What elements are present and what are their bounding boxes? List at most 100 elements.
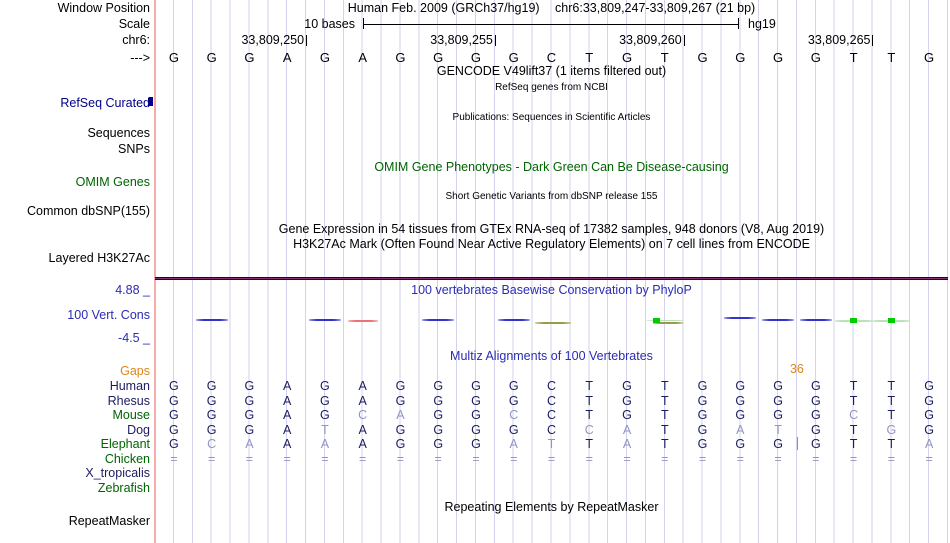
- sequence-base: G: [697, 50, 708, 65]
- sequence-base: G: [621, 50, 633, 65]
- alignment-base-dog: G: [886, 422, 897, 437]
- alignment-base-human: G: [206, 379, 217, 393]
- alignment-base-mouse: G: [169, 408, 179, 422]
- conservation-mark-lightgreen-band: [645, 319, 684, 321]
- track-label-elephant[interactable]: Elephant: [100, 437, 150, 451]
- alignment-base-rhesus: G: [433, 393, 444, 408]
- sequence-base: T: [849, 50, 858, 65]
- alignment-base-dog: G: [471, 422, 481, 437]
- ruler-tick: [494, 35, 496, 46]
- scale-bar-right-tick: [738, 18, 739, 29]
- alignment-base-elephant: G: [395, 437, 406, 451]
- gap-count-label: 36: [789, 362, 804, 376]
- alignment-base-rhesus: G: [169, 393, 179, 408]
- alignment-base-rhesus: T: [660, 393, 669, 408]
- sequence-base: G: [810, 50, 821, 65]
- window-position-title: Human Feb. 2009 (GRCh37/hg19) chr6:33,80…: [155, 1, 948, 15]
- alignment-base-rhesus: A: [282, 393, 292, 408]
- alignment-base-mouse: G: [622, 408, 632, 422]
- sequence-base: G: [319, 50, 330, 65]
- alignment-base-elephant: A: [282, 437, 292, 451]
- alignment-base-human: C: [546, 379, 556, 393]
- alignment-base-elephant: T: [585, 437, 594, 451]
- alignment-base-human: G: [697, 379, 708, 393]
- alignment-base-elephant: G: [433, 437, 444, 451]
- scale-bases-label: 10 bases: [304, 17, 355, 31]
- track-label-refseq-curated[interactable]: RefSeq Curated: [60, 96, 150, 110]
- track-label-repeatmasker[interactable]: RepeatMasker: [68, 514, 150, 528]
- alignment-base-human: A: [358, 379, 367, 393]
- sequence-base: A: [282, 50, 292, 65]
- sequence-base: G: [773, 50, 784, 65]
- alignment-base-dog: A: [358, 422, 367, 437]
- alignment-base-rhesus: G: [622, 393, 632, 408]
- alignment-base-chicken: =: [623, 451, 631, 466]
- alignment-base-mouse: G: [433, 408, 444, 422]
- alignment-base-chicken: =: [321, 451, 329, 466]
- alignment-base-dog: G: [810, 422, 821, 437]
- alignment-base-elephant: T: [887, 437, 896, 451]
- alignment-base-mouse: G: [471, 408, 481, 422]
- track-label-rhesus[interactable]: Rhesus: [107, 393, 150, 408]
- alignment-base-rhesus: G: [508, 393, 519, 408]
- alignment-base-mouse: C: [546, 408, 556, 422]
- alignment-base-human: G: [735, 379, 746, 393]
- alignment-base-human: G: [924, 379, 934, 393]
- alignment-base-elephant: A: [245, 437, 254, 451]
- alignment-base-mouse: G: [697, 408, 708, 422]
- track-label-dog[interactable]: Dog: [127, 422, 150, 437]
- sequence-base: T: [585, 50, 594, 65]
- title-refseq: RefSeq genes from NCBI: [495, 82, 608, 93]
- sequence-base: G: [735, 50, 746, 65]
- alignment-base-mouse: T: [887, 408, 896, 422]
- alignment-base-human: G: [773, 379, 783, 393]
- track-label-sequences[interactable]: Sequences: [87, 126, 150, 140]
- sequence-base: C: [546, 50, 557, 65]
- alignment-base-human: G: [244, 379, 255, 393]
- alignment-base-rhesus: G: [697, 393, 708, 408]
- track-label-layered-h3k27ac[interactable]: Layered H3K27Ac: [48, 251, 150, 265]
- alignment-base-mouse: C: [849, 408, 859, 422]
- sequence-base: G: [508, 50, 519, 65]
- alignment-base-elephant: A: [924, 437, 934, 451]
- alignment-base-dog: G: [508, 422, 519, 437]
- alignment-base-human: G: [508, 379, 519, 393]
- alignment-base-dog: C: [546, 422, 556, 437]
- alignment-base-mouse: C: [358, 408, 368, 422]
- alignment-base-rhesus: G: [471, 393, 481, 408]
- title-gtex: Gene Expression in 54 tissues from GTEx …: [278, 222, 825, 236]
- sequence-base: G: [470, 50, 482, 65]
- alignment-base-chicken: =: [812, 451, 820, 466]
- track-label-mouse[interactable]: Mouse: [112, 408, 150, 422]
- track-label-gaps[interactable]: Gaps: [120, 364, 150, 378]
- alignment-base-chicken: =: [585, 451, 593, 466]
- sequence-base: G: [395, 50, 406, 65]
- ruler-position-label: 33,809,255: [430, 33, 493, 47]
- track-label-snps[interactable]: SNPs: [118, 142, 150, 156]
- track-label-omim-genes[interactable]: OMIM Genes: [75, 175, 150, 189]
- track-label-chicken[interactable]: Chicken: [104, 451, 150, 466]
- ruler-position-label: 33,809,265: [807, 33, 871, 47]
- alignment-base-rhesus: G: [810, 393, 821, 408]
- sequence-base: A: [358, 50, 367, 65]
- alignment-base-human: T: [660, 379, 669, 393]
- alignment-base-dog: G: [924, 422, 934, 437]
- sequence-base: T: [887, 50, 896, 65]
- track-label-zebrafish[interactable]: Zebrafish: [97, 480, 150, 495]
- ruler-position-label: 33,809,250: [241, 33, 305, 47]
- alignment-base-human: G: [433, 379, 444, 393]
- alignment-base-chicken: =: [925, 451, 933, 466]
- alignment-base-rhesus: T: [887, 393, 896, 408]
- ruler-tick: [306, 35, 308, 46]
- refseq-item-partial[interactable]: [149, 97, 153, 106]
- alignment-base-dog: T: [321, 422, 329, 437]
- track-label-100-vert-cons[interactable]: 100 Vert. Cons: [67, 308, 150, 322]
- conservation-mark-blue: [724, 316, 757, 319]
- alignment-base-chicken: =: [472, 451, 480, 466]
- track-label-x_tropicalis[interactable]: X_tropicalis: [85, 466, 150, 480]
- alignment-base-dog: A: [622, 422, 632, 437]
- alignment-base-chicken: =: [849, 451, 858, 466]
- track-label-common-dbsnp[interactable]: Common dbSNP(155): [27, 204, 150, 218]
- track-label-human[interactable]: Human: [109, 379, 150, 393]
